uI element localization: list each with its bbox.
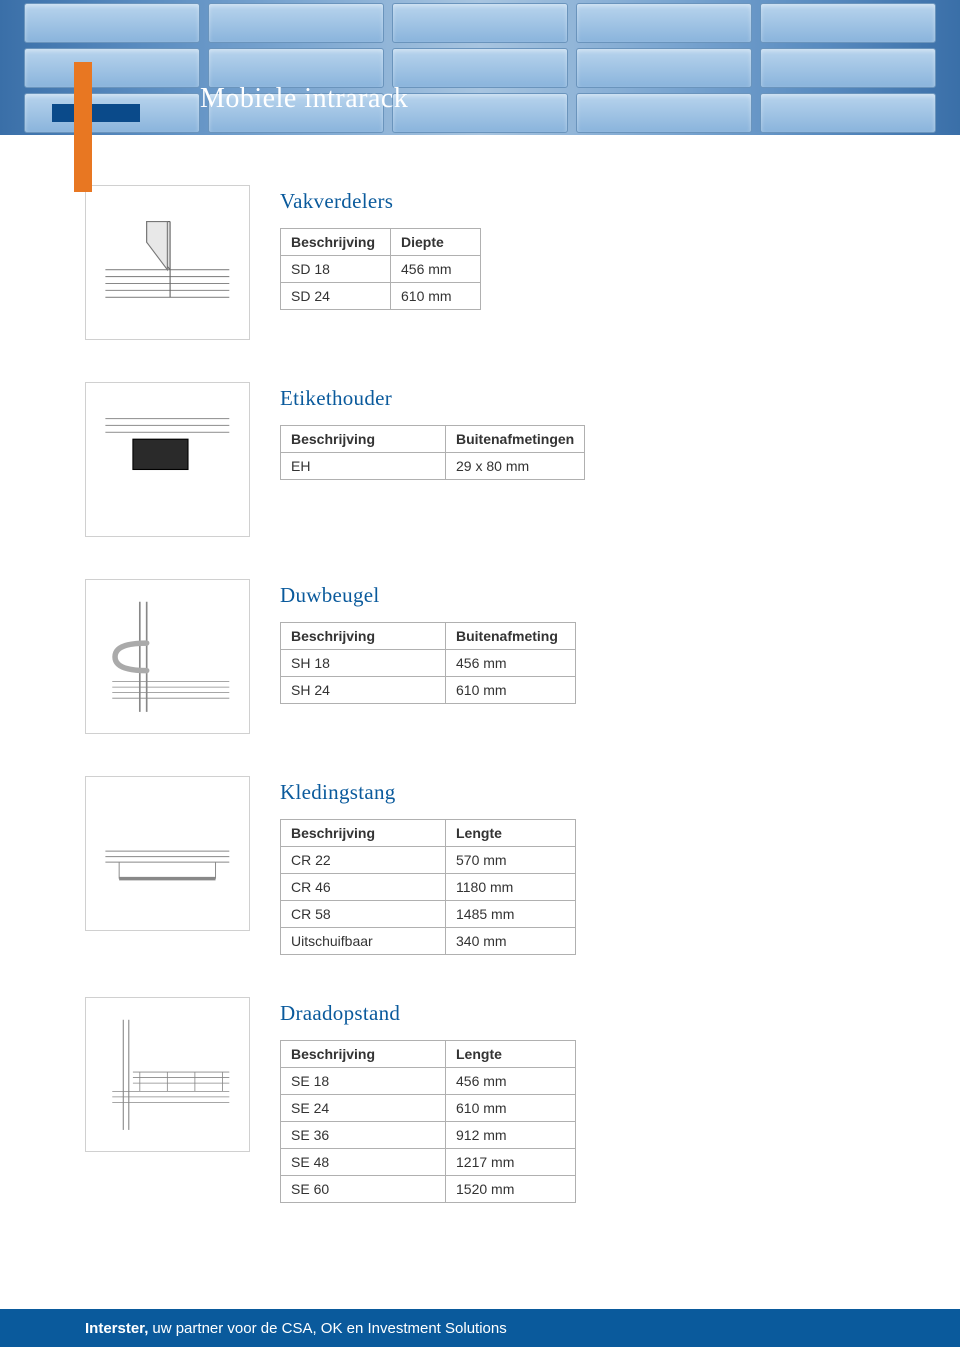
section-title: Vakverdelers bbox=[280, 189, 875, 214]
product-image-kledingstang bbox=[85, 776, 250, 931]
content-area: Vakverdelers Beschrijving Diepte SD 1845… bbox=[85, 185, 875, 1245]
section-vakverdelers: Vakverdelers Beschrijving Diepte SD 1845… bbox=[85, 185, 875, 340]
table-cell: 610 mm bbox=[391, 283, 481, 310]
table-cell: EH bbox=[281, 453, 446, 480]
table-header: Lengte bbox=[446, 1041, 576, 1068]
table-cell: 456 mm bbox=[391, 256, 481, 283]
table-cell: SE 24 bbox=[281, 1095, 446, 1122]
table-cell: Uitschuifbaar bbox=[281, 928, 446, 955]
table-header: Beschrijving bbox=[281, 229, 391, 256]
section-title: Etikethouder bbox=[280, 386, 875, 411]
table-header: Buitenafmetingen bbox=[446, 426, 585, 453]
hero-shelves-graphic bbox=[0, 0, 960, 135]
table-header: Lengte bbox=[446, 820, 576, 847]
table-cell: 1180 mm bbox=[446, 874, 576, 901]
table-cell: SD 18 bbox=[281, 256, 391, 283]
table-cell: 1520 mm bbox=[446, 1176, 576, 1203]
page-title: Mobiele intrarack bbox=[200, 83, 408, 115]
section-draadopstand: Draadopstand Beschrijving Lengte SE 1845… bbox=[85, 997, 875, 1203]
section-kledingstang: Kledingstang Beschrijving Lengte CR 2257… bbox=[85, 776, 875, 955]
table-cell: 29 x 80 mm bbox=[446, 453, 585, 480]
table-header: Diepte bbox=[391, 229, 481, 256]
table-cell: 610 mm bbox=[446, 1095, 576, 1122]
product-image-duwbeugel bbox=[85, 579, 250, 734]
table-duwbeugel: Beschrijving Buitenafmeting SH 18456 mm … bbox=[280, 622, 576, 704]
hero-banner: Mobiele intrarack bbox=[0, 0, 960, 135]
table-header: Beschrijving bbox=[281, 820, 446, 847]
footer-tagline: uw partner voor de CSA, OK en Investment… bbox=[152, 1320, 506, 1337]
section-duwbeugel: Duwbeugel Beschrijving Buitenafmeting SH… bbox=[85, 579, 875, 734]
table-cell: SE 60 bbox=[281, 1176, 446, 1203]
table-kledingstang: Beschrijving Lengte CR 22570 mm CR 46118… bbox=[280, 819, 576, 955]
footer-bar: Interster, uw partner voor de CSA, OK en… bbox=[0, 1309, 960, 1347]
footer-brand: Interster, bbox=[85, 1320, 148, 1337]
table-cell: 456 mm bbox=[446, 1068, 576, 1095]
table-cell: CR 22 bbox=[281, 847, 446, 874]
table-draadopstand: Beschrijving Lengte SE 18456 mm SE 24610… bbox=[280, 1040, 576, 1203]
product-image-draadopstand bbox=[85, 997, 250, 1152]
table-cell: CR 46 bbox=[281, 874, 446, 901]
table-cell: 456 mm bbox=[446, 650, 576, 677]
section-etikethouder: Etikethouder Beschrijving Buitenafmeting… bbox=[85, 382, 875, 537]
table-cell: 912 mm bbox=[446, 1122, 576, 1149]
table-cell: CR 58 bbox=[281, 901, 446, 928]
table-cell: 610 mm bbox=[446, 677, 576, 704]
table-cell: 1485 mm bbox=[446, 901, 576, 928]
table-header: Beschrijving bbox=[281, 426, 446, 453]
section-title: Duwbeugel bbox=[280, 583, 875, 608]
product-image-etikethouder bbox=[85, 382, 250, 537]
table-cell: SH 18 bbox=[281, 650, 446, 677]
table-header: Buitenafmeting bbox=[446, 623, 576, 650]
table-header: Beschrijving bbox=[281, 623, 446, 650]
table-vakverdelers: Beschrijving Diepte SD 18456 mm SD 24610… bbox=[280, 228, 481, 310]
section-title: Draadopstand bbox=[280, 1001, 875, 1026]
table-cell: SE 36 bbox=[281, 1122, 446, 1149]
product-image-vakverdelers bbox=[85, 185, 250, 340]
table-header: Beschrijving bbox=[281, 1041, 446, 1068]
table-cell: SH 24 bbox=[281, 677, 446, 704]
table-cell: SD 24 bbox=[281, 283, 391, 310]
section-title: Kledingstang bbox=[280, 780, 875, 805]
table-etikethouder: Beschrijving Buitenafmetingen EH29 x 80 … bbox=[280, 425, 585, 480]
table-cell: SE 48 bbox=[281, 1149, 446, 1176]
table-cell: SE 18 bbox=[281, 1068, 446, 1095]
table-cell: 570 mm bbox=[446, 847, 576, 874]
table-cell: 340 mm bbox=[446, 928, 576, 955]
table-cell: 1217 mm bbox=[446, 1149, 576, 1176]
